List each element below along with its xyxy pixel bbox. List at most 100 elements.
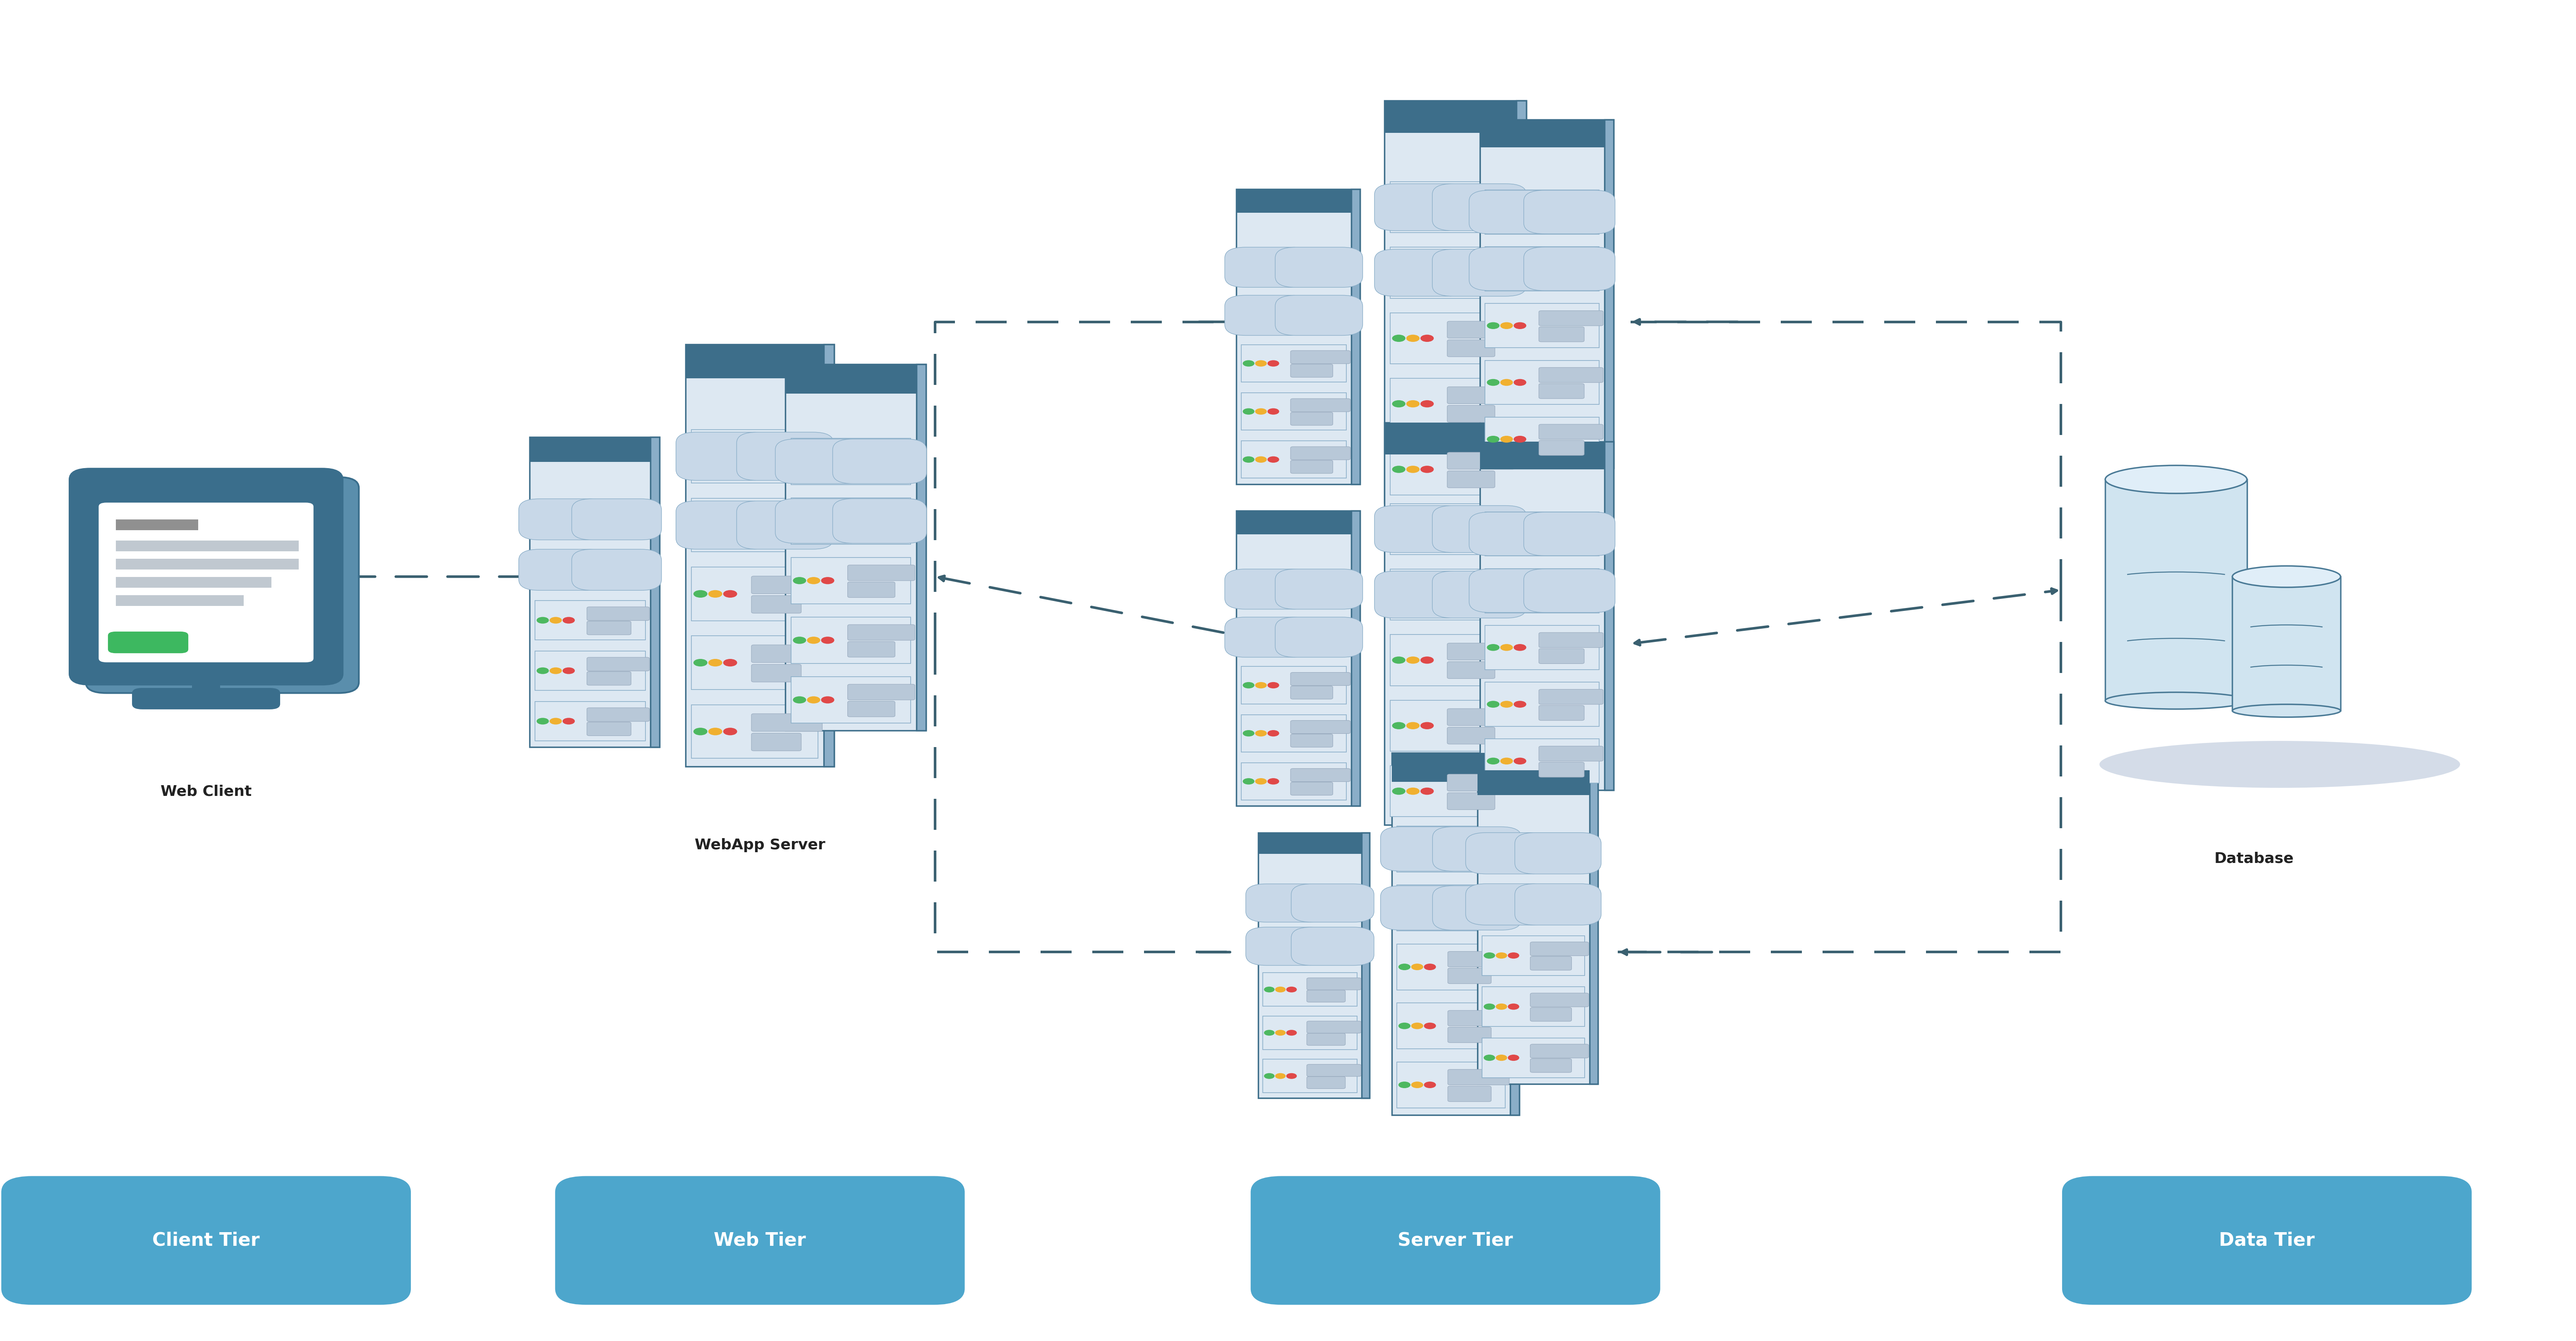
FancyBboxPatch shape	[848, 641, 894, 657]
FancyBboxPatch shape	[1481, 885, 1584, 924]
FancyBboxPatch shape	[1530, 941, 1589, 956]
FancyBboxPatch shape	[1291, 768, 1350, 782]
Circle shape	[1285, 1073, 1296, 1078]
Text: Data Tier: Data Tier	[2218, 1231, 2316, 1250]
FancyBboxPatch shape	[1479, 119, 1613, 468]
FancyBboxPatch shape	[1538, 424, 1602, 440]
FancyBboxPatch shape	[1486, 417, 1600, 461]
FancyBboxPatch shape	[1242, 345, 1347, 382]
FancyBboxPatch shape	[531, 437, 652, 463]
Circle shape	[1486, 322, 1499, 329]
FancyBboxPatch shape	[791, 439, 912, 484]
FancyBboxPatch shape	[1486, 739, 1600, 783]
FancyBboxPatch shape	[108, 632, 188, 653]
FancyBboxPatch shape	[786, 365, 917, 394]
FancyBboxPatch shape	[1291, 412, 1332, 425]
Circle shape	[1515, 436, 1525, 443]
FancyBboxPatch shape	[690, 429, 819, 483]
Bar	[2105, 479, 2246, 700]
Text: Database: Database	[2215, 852, 2293, 865]
Circle shape	[1486, 701, 1499, 708]
Circle shape	[1507, 1004, 1520, 1010]
FancyBboxPatch shape	[98, 503, 314, 662]
FancyBboxPatch shape	[690, 636, 819, 689]
Ellipse shape	[2233, 704, 2342, 717]
FancyBboxPatch shape	[1275, 295, 1363, 335]
FancyBboxPatch shape	[1448, 1069, 1510, 1085]
Circle shape	[1486, 436, 1499, 443]
FancyBboxPatch shape	[1432, 184, 1528, 231]
Circle shape	[549, 668, 562, 673]
FancyBboxPatch shape	[536, 701, 647, 740]
FancyBboxPatch shape	[1396, 1003, 1504, 1049]
Circle shape	[1267, 409, 1278, 414]
FancyBboxPatch shape	[1538, 762, 1584, 778]
FancyBboxPatch shape	[1538, 746, 1602, 762]
Circle shape	[1399, 964, 1409, 970]
FancyBboxPatch shape	[572, 499, 662, 540]
FancyBboxPatch shape	[1538, 689, 1602, 704]
FancyBboxPatch shape	[1479, 770, 1597, 1084]
FancyBboxPatch shape	[1224, 617, 1311, 657]
FancyBboxPatch shape	[752, 664, 801, 683]
Circle shape	[1406, 723, 1419, 730]
FancyBboxPatch shape	[1291, 672, 1350, 685]
Circle shape	[536, 617, 549, 624]
FancyBboxPatch shape	[848, 684, 914, 700]
FancyBboxPatch shape	[587, 607, 649, 621]
Circle shape	[822, 637, 835, 644]
FancyBboxPatch shape	[1291, 720, 1350, 734]
Circle shape	[1425, 1023, 1435, 1029]
FancyBboxPatch shape	[1291, 687, 1332, 699]
FancyBboxPatch shape	[1486, 361, 1600, 405]
FancyBboxPatch shape	[652, 437, 659, 747]
Text: Client Tier: Client Tier	[152, 1231, 260, 1250]
FancyBboxPatch shape	[1257, 833, 1370, 1098]
FancyBboxPatch shape	[1530, 956, 1571, 971]
FancyBboxPatch shape	[1262, 1059, 1358, 1093]
FancyBboxPatch shape	[1448, 661, 1494, 679]
FancyBboxPatch shape	[1291, 460, 1332, 473]
Circle shape	[1502, 380, 1512, 386]
FancyBboxPatch shape	[1530, 1058, 1571, 1073]
Circle shape	[1399, 1023, 1409, 1029]
FancyBboxPatch shape	[70, 469, 343, 685]
FancyBboxPatch shape	[1448, 774, 1515, 791]
FancyBboxPatch shape	[775, 439, 868, 484]
FancyBboxPatch shape	[1466, 884, 1551, 925]
FancyBboxPatch shape	[1468, 247, 1561, 291]
FancyBboxPatch shape	[1363, 833, 1370, 1098]
FancyBboxPatch shape	[1224, 295, 1311, 335]
FancyBboxPatch shape	[1291, 365, 1332, 377]
Circle shape	[1515, 644, 1525, 650]
FancyBboxPatch shape	[1306, 978, 1360, 990]
Circle shape	[1244, 361, 1255, 366]
FancyBboxPatch shape	[1448, 1010, 1510, 1026]
FancyBboxPatch shape	[1517, 422, 1525, 825]
Circle shape	[1275, 1030, 1285, 1035]
FancyBboxPatch shape	[1242, 570, 1347, 607]
FancyBboxPatch shape	[1224, 247, 1311, 287]
Circle shape	[708, 590, 721, 597]
FancyBboxPatch shape	[1605, 119, 1613, 468]
Circle shape	[1244, 683, 1255, 688]
FancyBboxPatch shape	[1432, 249, 1528, 296]
FancyBboxPatch shape	[1391, 569, 1510, 620]
FancyBboxPatch shape	[1242, 248, 1347, 286]
FancyBboxPatch shape	[1391, 378, 1510, 429]
FancyBboxPatch shape	[1396, 944, 1504, 990]
FancyBboxPatch shape	[752, 595, 801, 613]
Circle shape	[822, 578, 835, 583]
FancyBboxPatch shape	[1381, 885, 1468, 931]
FancyBboxPatch shape	[1247, 884, 1329, 923]
FancyBboxPatch shape	[1448, 386, 1515, 404]
Circle shape	[1507, 952, 1520, 959]
FancyBboxPatch shape	[1396, 885, 1504, 931]
FancyBboxPatch shape	[690, 499, 819, 552]
Circle shape	[1394, 723, 1404, 730]
FancyBboxPatch shape	[1525, 190, 1615, 233]
FancyBboxPatch shape	[1479, 119, 1605, 148]
FancyBboxPatch shape	[1538, 705, 1584, 720]
FancyBboxPatch shape	[1538, 440, 1584, 456]
FancyBboxPatch shape	[518, 499, 608, 540]
